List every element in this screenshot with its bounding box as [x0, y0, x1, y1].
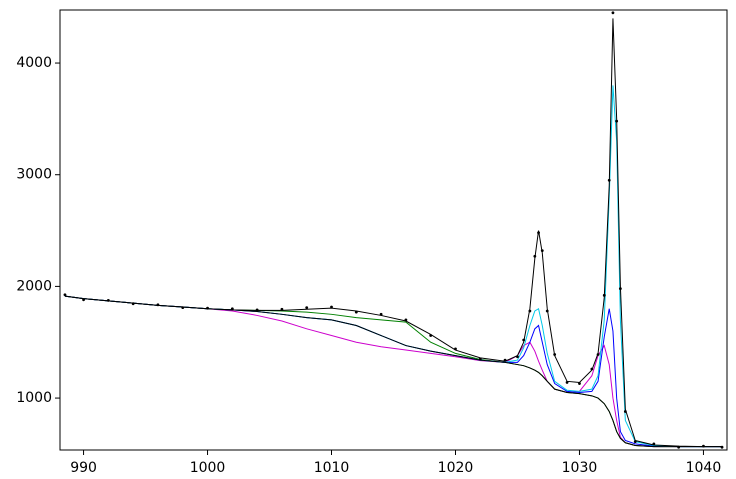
x-tick-label: 1020: [438, 460, 474, 476]
x-tick-label: 1000: [190, 460, 226, 476]
data-point: [404, 318, 408, 322]
x-tick-label: 1040: [686, 460, 722, 476]
data-point: [596, 353, 600, 356]
data-point: [533, 254, 537, 258]
x-tick-label: 1010: [314, 460, 350, 476]
y-tick-label: 4000: [16, 55, 52, 71]
data-point: [478, 357, 482, 361]
y-tick-label: 3000: [16, 167, 52, 183]
data-point: [607, 178, 611, 182]
data-point: [615, 119, 619, 123]
data-point: [590, 367, 594, 371]
data-point: [503, 358, 507, 362]
data-point: [156, 303, 160, 307]
data-point: [516, 355, 519, 359]
data-point: [181, 306, 185, 310]
data-point: [677, 445, 681, 449]
data-point: [528, 309, 532, 313]
data-point: [540, 249, 544, 253]
data-point: [652, 442, 656, 446]
data-point: [623, 410, 627, 413]
plot-area: [63, 11, 724, 449]
data-point: [454, 347, 457, 351]
data-point: [578, 382, 581, 385]
series-line: [64, 295, 723, 448]
data-point: [305, 306, 309, 310]
series-line: [64, 18, 723, 448]
data-point: [720, 445, 724, 449]
x-tick-label: 990: [70, 460, 97, 476]
data-point: [354, 310, 358, 314]
data-point: [280, 307, 284, 311]
data-point: [553, 353, 557, 356]
data-point: [82, 298, 85, 302]
data-point: [565, 381, 569, 384]
data-point: [702, 444, 705, 448]
y-tick-label: 1000: [16, 390, 52, 406]
data-point: [537, 231, 540, 235]
y-tick-label: 2000: [16, 278, 52, 294]
data-point: [522, 338, 526, 342]
data-point: [131, 302, 135, 306]
data-point: [230, 307, 234, 311]
data-point: [611, 11, 615, 15]
x-tick-label: 1030: [562, 460, 598, 476]
data-point: [255, 308, 259, 312]
data-point: [63, 293, 67, 297]
data-point: [633, 440, 637, 444]
data-point: [429, 334, 433, 337]
data-point: [206, 306, 209, 310]
data-point: [545, 309, 549, 313]
data-point: [106, 298, 110, 302]
data-point: [379, 312, 383, 316]
data-point: [330, 305, 333, 309]
data-point: [618, 287, 622, 291]
data-point: [602, 293, 606, 297]
plot-frame: [59, 9, 728, 451]
